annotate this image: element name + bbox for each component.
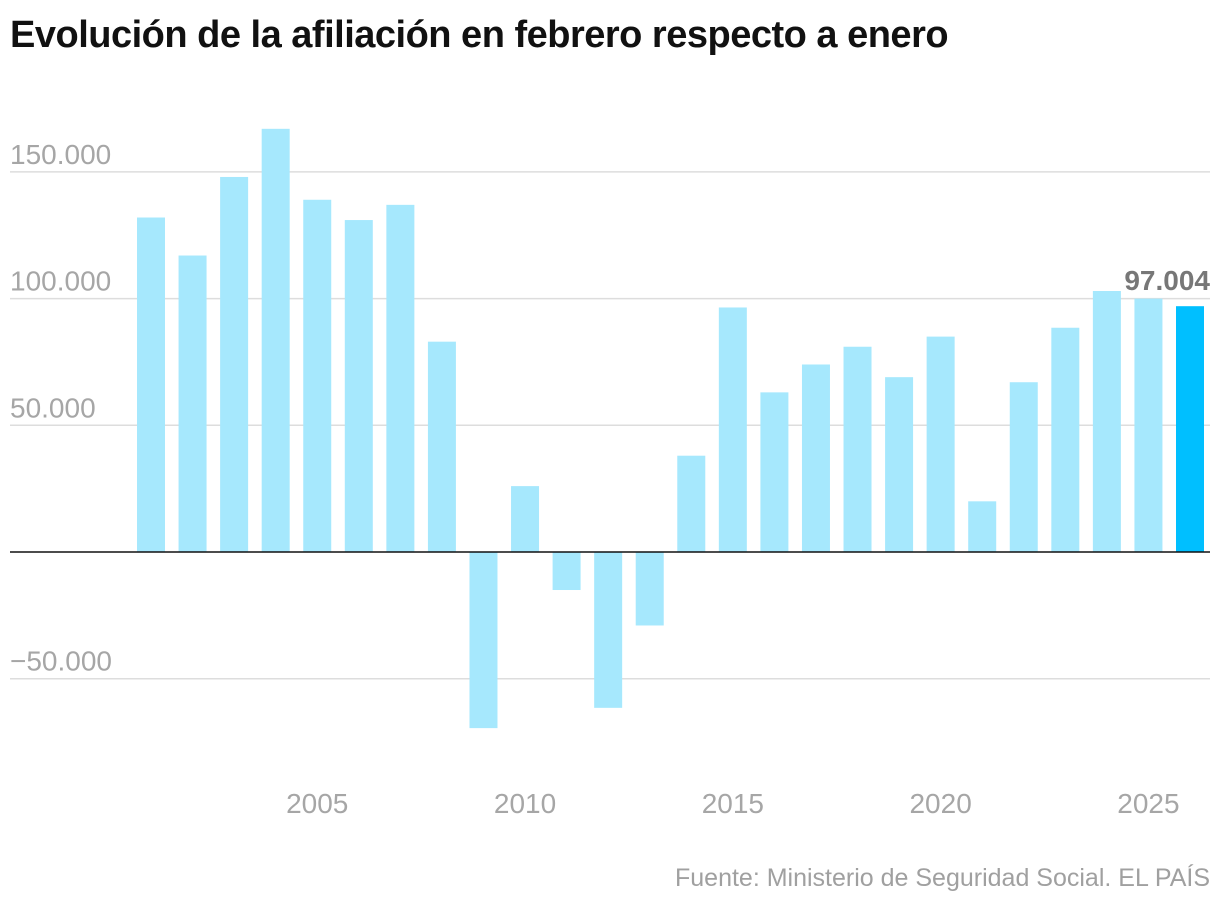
bar-2002 — [178, 255, 207, 552]
bar-2004 — [261, 128, 290, 552]
bar-2006 — [344, 220, 373, 552]
y-tick-label: 50.000 — [10, 392, 96, 423]
bar-2001 — [137, 217, 165, 552]
x-tick-label: 2010 — [494, 788, 556, 819]
bar-2023 — [1051, 327, 1080, 552]
y-tick-label: −50.000 — [10, 646, 112, 677]
x-tick-label: 2025 — [1117, 788, 1179, 819]
bar-2026 — [1176, 306, 1204, 552]
bar-2008 — [427, 341, 456, 552]
bar-2015 — [718, 307, 747, 552]
y-tick-label: 150.000 — [10, 139, 111, 170]
bar-2025 — [1134, 298, 1163, 552]
bar-2022 — [1009, 382, 1038, 552]
bar-2005 — [303, 199, 332, 553]
bar-2009 — [469, 552, 498, 729]
bar-2011 — [552, 552, 581, 591]
bar-2010 — [511, 486, 540, 552]
source-note: Fuente: Ministerio de Seguridad Social. … — [674, 864, 1210, 892]
data-label-highlight: 97.004 — [1124, 265, 1210, 296]
bar-2017 — [801, 364, 830, 552]
bar-2003 — [220, 176, 249, 552]
bar-2021 — [968, 501, 997, 552]
y-tick-label: 100.000 — [10, 266, 111, 297]
bar-2019 — [885, 377, 914, 552]
x-tick-label: 2020 — [909, 788, 971, 819]
bar-2018 — [843, 346, 872, 552]
x-tick-label: 2005 — [286, 788, 348, 819]
bar-2016 — [760, 392, 789, 552]
x-tick-label: 2015 — [702, 788, 764, 819]
bar-2014 — [677, 455, 706, 552]
bar-2024 — [1092, 290, 1121, 552]
bar-2007 — [386, 204, 415, 553]
bar-2012 — [594, 552, 623, 708]
chart-title: Evolución de la afiliación en febrero re… — [10, 14, 949, 56]
bar-2020 — [926, 336, 955, 552]
bar-2013 — [635, 552, 664, 626]
